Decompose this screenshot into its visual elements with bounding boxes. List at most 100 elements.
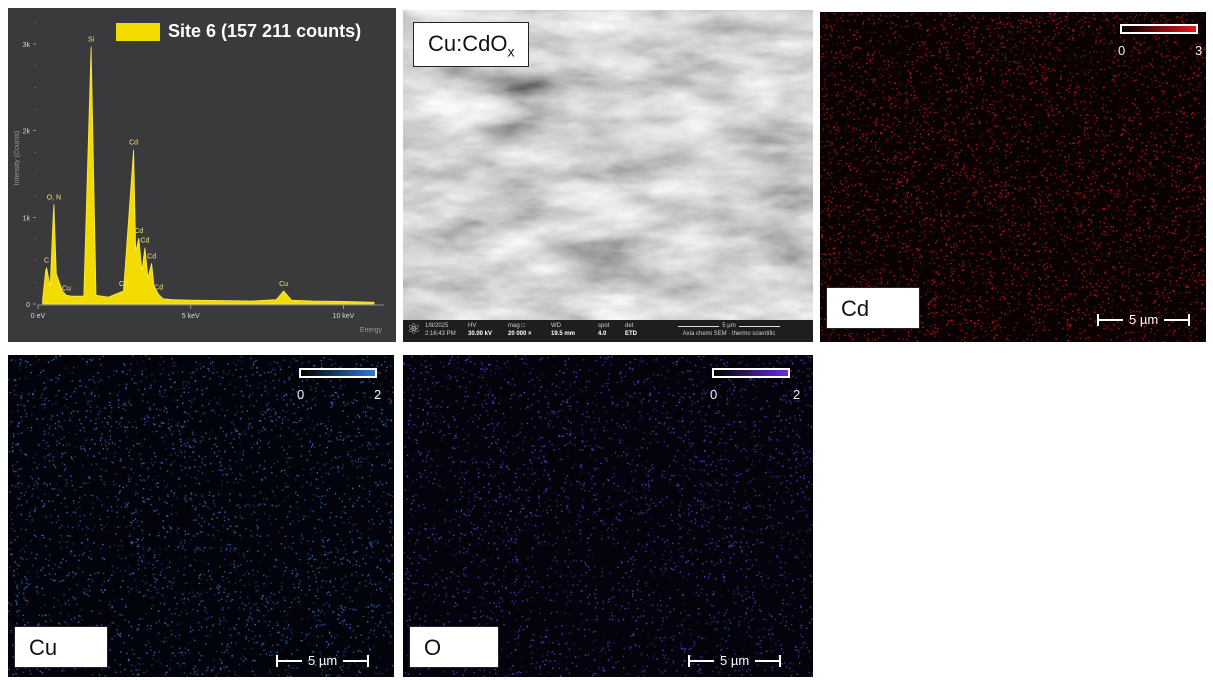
map-pixel [1127, 213, 1129, 216]
map-pixel [1095, 177, 1097, 179]
map-pixel [1176, 40, 1178, 43]
map-pixel [987, 107, 989, 109]
map-pixel [1164, 17, 1166, 20]
map-pixel [1086, 274, 1089, 276]
map-pixel [1198, 102, 1200, 105]
map-pixel [892, 26, 894, 28]
map-pixel [868, 74, 870, 76]
map-pixel [1063, 235, 1066, 237]
map-pixel [1147, 223, 1149, 225]
map-pixel [944, 27, 946, 29]
map-pixel [995, 286, 998, 288]
map-pixel [1196, 153, 1198, 155]
map-pixel [1151, 38, 1154, 40]
map-pixel [830, 333, 832, 336]
map-pixel [893, 82, 895, 84]
map-pixel [996, 145, 998, 147]
map-pixel [1162, 55, 1164, 58]
x-tick-label: 0 eV [31, 313, 46, 320]
map-pixel [1041, 174, 1043, 177]
map-pixel [997, 166, 999, 169]
map-pixel [991, 185, 993, 187]
map-pixel [918, 185, 920, 187]
map-pixel [975, 85, 977, 87]
map-pixel [830, 36, 832, 38]
map-pixel [838, 159, 841, 162]
map-pixel [1050, 13, 1052, 16]
map-pixel [1200, 85, 1203, 87]
map-pixel [1197, 234, 1199, 236]
map-pixel [1110, 339, 1113, 341]
map-pixel [1045, 76, 1048, 78]
map-pixel [1015, 249, 1017, 251]
map-pixel [905, 112, 908, 115]
time: 2:16:43 PM [425, 331, 456, 337]
map-pixel [999, 27, 1001, 29]
map-pixel [912, 100, 915, 102]
map-pixel [1154, 22, 1156, 24]
map-pixel [1133, 200, 1136, 202]
map-pixel [1068, 27, 1070, 29]
map-pixel [856, 213, 858, 215]
map-pixel [850, 169, 852, 171]
map-pixel [905, 159, 908, 162]
map-pixel [1154, 299, 1156, 302]
map-pixel [1046, 176, 1048, 179]
map-pixel [823, 230, 825, 232]
map-pixel [1073, 296, 1075, 299]
sample-label: Cu:CdOx [413, 22, 530, 68]
map-pixel [859, 177, 861, 179]
map-pixel [920, 163, 922, 165]
map-pixel [1128, 138, 1130, 140]
map-pixel [946, 32, 948, 35]
map-pixel [1005, 196, 1007, 198]
map-pixel [1095, 150, 1098, 152]
map-pixel [859, 92, 861, 94]
map-pixel [862, 135, 864, 138]
map-pixel [1121, 265, 1123, 268]
map-pixel [842, 42, 845, 44]
map-pixel [930, 158, 932, 160]
map-pixel [1000, 208, 1003, 210]
map-pixel [1069, 43, 1071, 46]
map-pixel [940, 328, 942, 330]
map-pixel [1054, 59, 1056, 62]
map-pixel [1188, 171, 1191, 173]
map-pixel [1087, 80, 1089, 82]
map-pixel [1183, 334, 1185, 336]
map-pixel [1028, 171, 1031, 174]
map-pixel [907, 330, 909, 333]
map-pixel [836, 128, 839, 130]
map-pixel [945, 215, 947, 217]
map-pixel [1000, 74, 1003, 76]
map-pixel [1038, 22, 1041, 24]
map-pixel [958, 151, 960, 154]
map-pixel [860, 90, 863, 93]
map-pixel [820, 219, 823, 222]
map-pixel [1081, 31, 1083, 33]
map-pixel [1082, 94, 1085, 96]
map-pixel [930, 251, 932, 253]
map-pixel [1142, 169, 1144, 171]
map-pixel [946, 48, 948, 51]
legend: Site 6 (157 211 counts) [116, 21, 361, 42]
map-pixel [1193, 165, 1196, 168]
map-pixel [1076, 303, 1078, 305]
map-pixel [893, 32, 896, 34]
map-pixel [1179, 92, 1181, 95]
map-pixel [992, 40, 995, 42]
map-pixel [937, 297, 939, 299]
map-pixel [1107, 23, 1109, 26]
map-pixel [1114, 290, 1116, 292]
map-pixel [1103, 309, 1105, 311]
map-pixel [988, 129, 990, 132]
map-pixel [1000, 330, 1002, 332]
map-pixel [901, 341, 903, 342]
map-pixel [828, 152, 830, 154]
map-pixel [1062, 208, 1065, 211]
map-pixel [1156, 274, 1159, 277]
map-pixel [1136, 113, 1138, 115]
map-pixel [991, 86, 993, 89]
map-pixel [826, 107, 828, 110]
map-pixel [1156, 157, 1158, 159]
